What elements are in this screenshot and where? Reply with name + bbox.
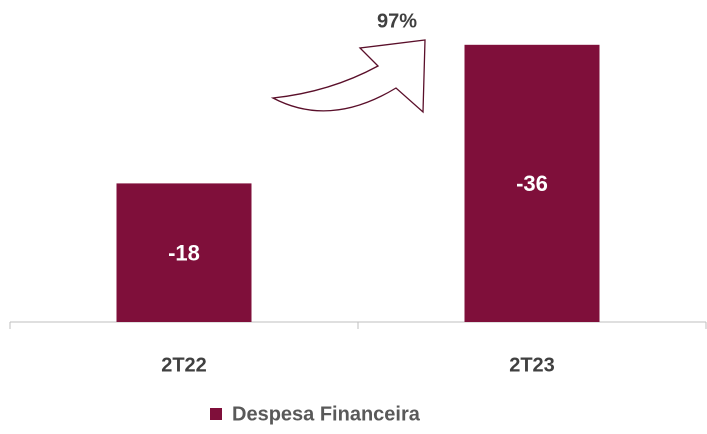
legend-label: Despesa Financeira bbox=[232, 403, 421, 425]
data-label: -18 bbox=[168, 241, 200, 266]
x-tick-label: 2T22 bbox=[161, 354, 207, 376]
growth-arrow bbox=[270, 39, 426, 114]
legend-swatch bbox=[210, 408, 222, 420]
bar bbox=[464, 44, 600, 323]
x-tick-label: 2T23 bbox=[509, 354, 555, 376]
annotation: 97% bbox=[377, 10, 417, 32]
bar bbox=[116, 183, 252, 322]
data-label: -36 bbox=[516, 171, 548, 196]
